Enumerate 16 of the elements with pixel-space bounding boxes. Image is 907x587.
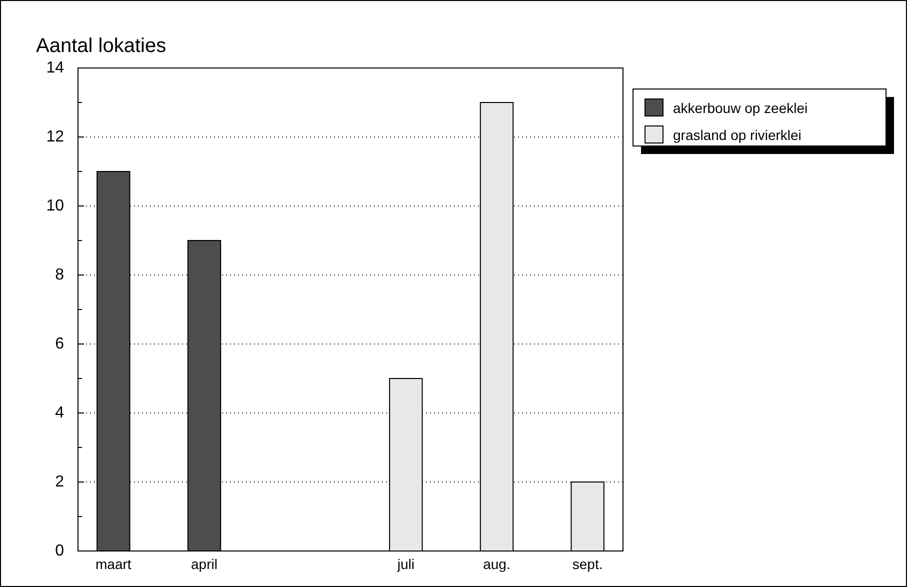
x-tick-label: maart: [96, 556, 132, 572]
x-tick-label: juli: [396, 556, 414, 572]
y-tick-label: 4: [55, 404, 64, 422]
y-tick-label: 6: [55, 336, 64, 352]
x-tick-label: sept.: [572, 556, 603, 572]
y-tick-label: 2: [55, 474, 64, 490]
y-tick-label: 8: [55, 266, 64, 284]
y-tick-label: 12: [46, 128, 64, 146]
x-tick-label: aug.: [483, 556, 510, 572]
x-tick-label: april: [191, 556, 218, 572]
y-tick-label: 0: [55, 542, 64, 560]
chart-title: Aantal lokaties: [36, 35, 166, 57]
y-tick-label: 10: [46, 198, 64, 214]
y-tick-label: 14: [46, 60, 64, 76]
legend-label: akkerbouw op zeeklei: [673, 100, 808, 116]
legend-label: grasland op rivierklei: [673, 127, 802, 143]
